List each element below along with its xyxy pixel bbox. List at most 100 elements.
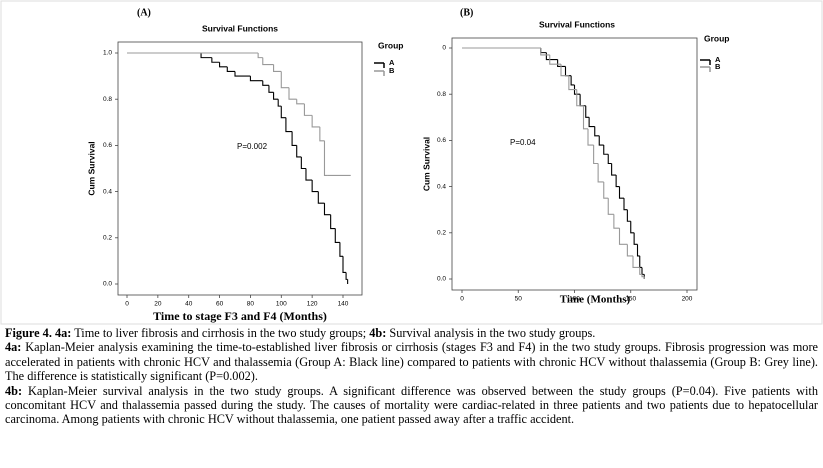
survival-step	[568, 75, 577, 91]
x-tick-label: 50	[515, 296, 523, 303]
y-tick-label: 0.4	[103, 188, 112, 195]
panel-label: (B)	[460, 7, 473, 18]
chart-title: Survival Functions	[202, 23, 278, 33]
survival-step	[582, 105, 588, 130]
survival-step	[288, 87, 297, 100]
caption-text: Survival analysis in the two study group…	[386, 326, 596, 340]
survival-step	[257, 53, 263, 59]
survival-step	[618, 186, 624, 199]
plot-frame	[451, 37, 698, 291]
legend-title: Group	[378, 40, 404, 50]
x-tick-label: 100	[569, 296, 580, 303]
survival-step	[557, 59, 566, 68]
survival-step	[641, 274, 645, 278]
survival-step	[633, 232, 638, 245]
x-tick-label: 0	[460, 296, 464, 303]
survival-step	[545, 52, 558, 61]
survival-step	[641, 267, 645, 275]
y-tick-label: 0.4	[437, 183, 446, 190]
survival-step	[639, 267, 642, 275]
survival-step	[296, 145, 302, 158]
survival-step	[564, 66, 572, 77]
survival-step	[268, 85, 274, 93]
survival-step	[280, 106, 286, 119]
plot-frame	[117, 41, 363, 296]
survival-step	[345, 272, 348, 280]
survival-step	[311, 180, 319, 193]
survival-step	[200, 53, 212, 59]
figure: (A) Survival Functions P=0.002 Cum Survival…	[0, 0, 823, 325]
survival-step	[296, 99, 305, 105]
annotation: P=0.04	[510, 138, 536, 147]
survival-step	[285, 117, 293, 133]
x-tick-label: 100	[276, 301, 287, 308]
survival-step	[579, 94, 586, 107]
survival-step	[598, 135, 604, 146]
annotation: P=0.002	[237, 142, 268, 151]
survival-step	[611, 163, 617, 176]
survival-step	[339, 242, 343, 257]
survival-step	[323, 140, 328, 176]
survival-step	[632, 255, 640, 268]
y-tick-label: 1.0	[103, 50, 112, 57]
caption-paragraph: 4a: Kaplan-Meier analysis examining the …	[5, 340, 818, 383]
figure-border	[0, 0, 823, 325]
survival-step	[317, 191, 325, 204]
survival-step	[540, 48, 550, 56]
y-tick-label: 0.6	[437, 137, 446, 144]
survival-step	[570, 75, 575, 86]
caption-bold: 4a:	[5, 340, 22, 355]
survival-step	[334, 228, 340, 243]
survival-step	[319, 126, 325, 142]
x-axis-label: Time (Months)	[560, 294, 631, 306]
survival-step	[303, 103, 313, 116]
survival-step	[615, 175, 620, 188]
survival-step	[249, 76, 263, 82]
chart: (B) Survival Functions P=0.04 Cum Survival T…	[421, 7, 729, 305]
y-tick-label: 0.6	[103, 142, 112, 149]
caption-bold: 4b:	[369, 326, 387, 340]
survival-step	[262, 57, 274, 66]
x-tick-label: 200	[682, 296, 693, 303]
x-tick-label: 80	[247, 301, 255, 308]
survival-step	[597, 163, 604, 183]
y-axis-label: Cum Survival	[86, 141, 96, 195]
survival-step	[618, 228, 628, 245]
survival-step	[587, 128, 594, 146]
survival-step	[273, 64, 282, 73]
y-tick-label: 0.8	[103, 96, 112, 103]
survival-step	[626, 244, 633, 257]
survival-step	[273, 92, 279, 100]
survival-step	[330, 214, 336, 230]
survival-step	[560, 64, 569, 77]
survival-step	[291, 131, 297, 146]
survival-step	[305, 168, 313, 181]
y-tick-label: 0.0	[103, 281, 112, 288]
y-tick-label: 0.8	[437, 91, 446, 98]
survival-step	[226, 66, 235, 73]
survival-step	[342, 256, 347, 273]
survival-step	[262, 80, 269, 86]
survival-step	[607, 198, 614, 215]
caption: Figure 4. 4a: Time to liver fibrosis and…	[5, 326, 818, 427]
survival-step	[603, 181, 609, 199]
chart: (A) Survival Functions P=0.002 Cum Survival…	[86, 7, 403, 322]
y-axis-label: Cum Survival	[421, 137, 431, 191]
survival-step	[593, 145, 599, 165]
survival-step	[613, 214, 620, 229]
survival-step	[311, 115, 320, 128]
panel-label: (A)	[137, 7, 151, 18]
caption-text: Kaplan-Meier analysis examining the time…	[5, 340, 818, 384]
survival-step	[594, 126, 600, 137]
survival-step	[540, 48, 547, 54]
survival-step	[277, 99, 282, 107]
survival-step	[630, 221, 635, 234]
caption-bold: Figure 4. 4a:	[5, 326, 72, 340]
survival-step	[607, 154, 612, 165]
survival-step	[323, 203, 331, 216]
survival-step	[588, 117, 595, 128]
legend-label: A	[389, 58, 395, 67]
survival-step	[585, 105, 590, 118]
y-tick-label: 0.2	[437, 230, 446, 237]
